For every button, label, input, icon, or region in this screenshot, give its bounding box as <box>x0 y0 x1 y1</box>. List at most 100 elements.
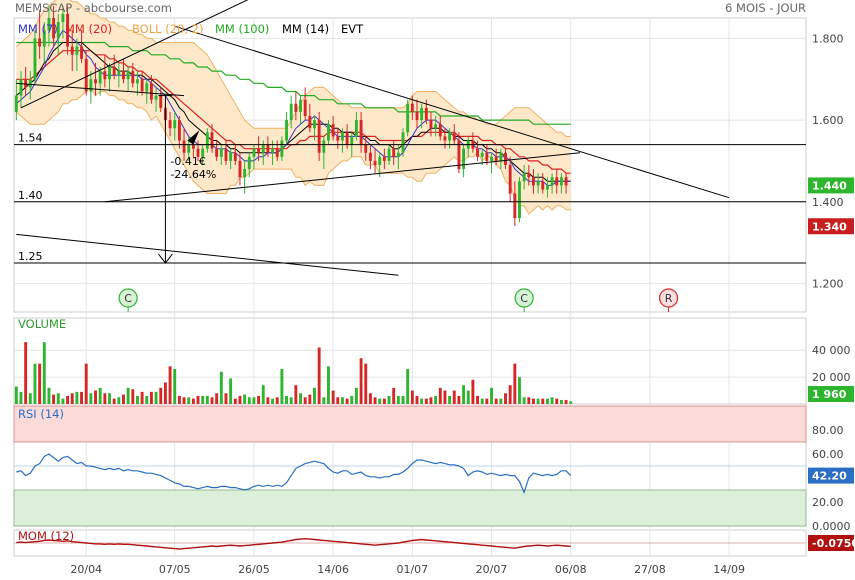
volume-bar <box>163 382 167 404</box>
volume-bar <box>243 394 247 404</box>
candle <box>443 128 447 149</box>
candle <box>476 140 479 161</box>
volume-bar <box>205 395 209 404</box>
candle-body <box>117 71 121 76</box>
volume-bar <box>457 395 461 404</box>
volume-bar <box>364 363 368 404</box>
candle <box>564 173 568 194</box>
candle-body <box>210 132 214 149</box>
candle <box>322 136 326 170</box>
candle <box>215 140 219 161</box>
candle-body <box>219 148 223 157</box>
volume-bar <box>75 391 79 404</box>
candle <box>285 111 288 145</box>
trendline <box>174 25 730 199</box>
rsi-zone-under <box>13 489 807 527</box>
volume-last-tag-text: 1 960 <box>812 388 847 401</box>
volume-bar <box>396 395 400 404</box>
volume-bar <box>438 387 442 404</box>
candle <box>136 71 139 96</box>
candle-body <box>177 120 181 141</box>
candle <box>527 165 531 186</box>
candle <box>201 144 205 165</box>
legend-evt: EVT <box>341 22 364 36</box>
volume-bar <box>56 393 60 404</box>
candle <box>243 160 247 194</box>
volume-bar <box>28 393 32 404</box>
candle <box>368 144 372 170</box>
x-tick-label: 01/07 <box>396 563 428 576</box>
level-label: 1.40 <box>18 189 43 202</box>
volume-bar <box>378 398 382 404</box>
candle <box>56 13 60 55</box>
candle-body <box>108 67 111 80</box>
candle-body <box>443 136 447 141</box>
volume-bar <box>522 397 526 404</box>
volume-bar <box>443 390 447 404</box>
candle <box>532 169 535 194</box>
candle-body <box>126 71 130 80</box>
volume-bar <box>545 398 549 404</box>
volume-bar <box>541 398 545 404</box>
candle-body <box>52 18 56 39</box>
rsi-tick-label: 60.00 <box>812 448 844 461</box>
volume-bar <box>466 390 470 404</box>
candle <box>387 144 391 165</box>
volume-bar <box>89 393 93 404</box>
candle <box>19 71 23 108</box>
legend-mm14: MM (14) <box>282 22 329 36</box>
candle-body <box>94 79 97 84</box>
drop-annotation-text: -0.41€ <box>170 155 205 168</box>
candle <box>66 5 70 55</box>
candle <box>490 152 493 174</box>
candle-body <box>24 79 28 88</box>
candle <box>266 136 270 157</box>
candle-body <box>452 132 456 141</box>
candle-body <box>89 79 93 92</box>
chart-period: 6 MOIS - JOUR <box>725 1 806 15</box>
chart-title: MEMSCAP - abcbourse.com <box>15 1 172 15</box>
volume-bar <box>499 398 503 404</box>
momentum-last-tag: -0.0750 <box>808 535 855 551</box>
candle-body <box>518 181 521 219</box>
candle <box>47 5 51 47</box>
candle <box>508 156 512 202</box>
rsi-line <box>16 453 572 495</box>
volume-bar <box>66 395 70 404</box>
price-tag-1-box <box>808 218 854 235</box>
candle-body <box>224 148 228 161</box>
candle-body <box>434 124 438 129</box>
candle-body <box>303 99 307 116</box>
candle <box>308 103 312 133</box>
candle-body <box>173 120 177 129</box>
candle-body <box>294 103 298 112</box>
candle-body <box>257 148 261 153</box>
candle-body <box>61 13 65 23</box>
candle-body <box>490 156 493 161</box>
candle-body <box>182 140 186 153</box>
candle-body <box>187 144 191 153</box>
candle <box>108 62 111 92</box>
candle-body <box>201 148 205 157</box>
legend-mm20: MM (20) <box>65 22 112 36</box>
candle-body <box>136 79 139 84</box>
candle <box>70 30 74 72</box>
volume-bar <box>448 395 452 404</box>
candle <box>205 128 209 153</box>
volume-bar <box>504 393 507 404</box>
volume-bar <box>196 395 200 404</box>
volume-bar <box>182 397 186 404</box>
volume-bar <box>452 390 456 404</box>
candle <box>401 128 405 157</box>
volume-bar <box>215 393 219 404</box>
candle-body <box>243 169 247 178</box>
volume-bar <box>480 398 484 404</box>
candle-body <box>233 152 237 161</box>
legend-mm100: MM (100) <box>215 22 269 36</box>
candle-body <box>382 156 386 161</box>
price-tick-label: 1.200 <box>812 277 844 290</box>
volume-bar <box>494 398 498 404</box>
candle <box>14 79 18 121</box>
volume-bar <box>569 401 573 404</box>
